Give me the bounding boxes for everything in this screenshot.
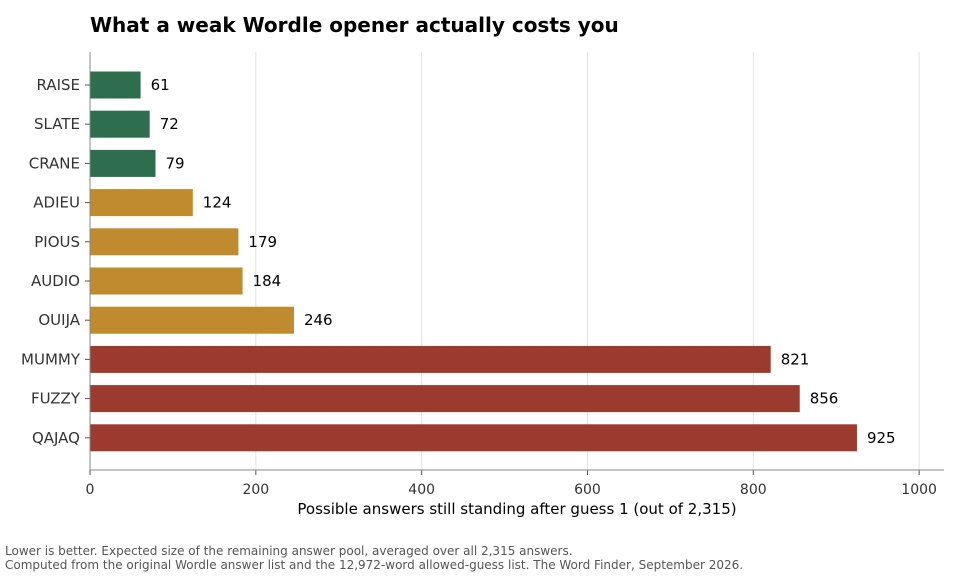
chart-title: What a weak Wordle opener actually costs… [90,13,619,37]
bar-adieu [90,189,193,217]
x-tick-label: 800 [740,482,767,498]
bars: 61 72 79 124 179 184 246 821 856 925 [90,71,896,452]
bar-crane [90,149,156,177]
x-tick-label: 1000 [901,482,937,498]
bar-qajaq [90,424,857,452]
x-axis-label: Possible answers still standing after gu… [297,500,736,518]
footnote-1: Lower is better. Expected size of the re… [5,544,573,558]
bar-raise [90,71,141,99]
x-tick-label: 200 [242,482,269,498]
category-label-raise: RAISE [37,76,81,94]
footnote-2: Computed from the original Wordle answer… [5,558,743,572]
value-label-fuzzy: 856 [810,390,839,408]
bar-ouija [90,306,294,334]
category-label-adieu: ADIEU [33,194,80,212]
value-label-raise: 61 [151,76,170,94]
value-label-ouija: 246 [304,311,333,329]
value-label-adieu: 124 [203,194,232,212]
axes: 0 200 400 600 800 1000 RAISE SLATE CRANE ADIEU PIO… [21,52,944,498]
category-label-fuzzy: FUZZY [31,390,81,408]
category-label-slate: SLATE [34,115,80,133]
x-tick-label: 400 [408,482,435,498]
value-label-qajaq: 925 [867,429,896,447]
category-label-crane: CRANE [29,154,80,172]
bar-audio [90,267,243,295]
category-label-pious: PIOUS [34,233,80,251]
value-label-pious: 179 [248,233,277,251]
category-label-qajaq: QAJAQ [32,429,80,447]
x-tick-label: 600 [574,482,601,498]
value-label-crane: 79 [166,154,185,172]
bar-mummy [90,345,771,373]
category-label-mummy: MUMMY [21,350,81,368]
bar-fuzzy [90,385,800,413]
value-label-slate: 72 [160,115,179,133]
value-label-mummy: 821 [781,350,810,368]
bar-pious [90,228,239,256]
category-label-audio: AUDIO [31,272,80,290]
category-label-ouija: OUIJA [38,311,80,329]
bar-slate [90,110,150,138]
value-label-audio: 184 [253,272,282,290]
x-tick-label: 0 [86,482,95,498]
